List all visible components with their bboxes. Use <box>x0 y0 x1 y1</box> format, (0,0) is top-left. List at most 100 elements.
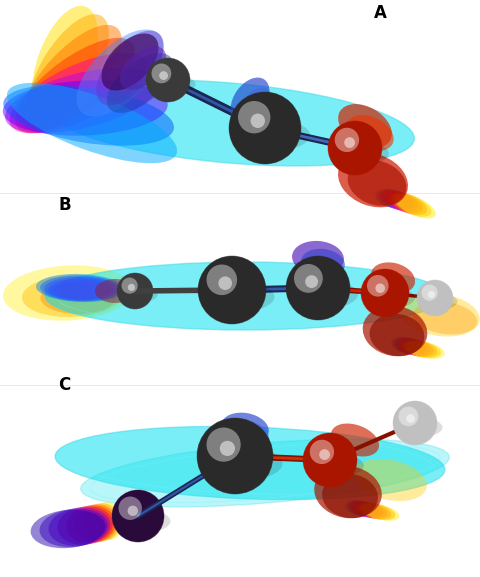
Ellipse shape <box>331 424 379 456</box>
Ellipse shape <box>381 190 414 211</box>
Ellipse shape <box>397 339 430 355</box>
Ellipse shape <box>413 302 477 335</box>
Circle shape <box>119 496 142 520</box>
Ellipse shape <box>314 466 382 518</box>
Text: B: B <box>58 196 71 214</box>
Ellipse shape <box>348 500 375 516</box>
Circle shape <box>406 414 415 423</box>
Circle shape <box>218 276 232 290</box>
Ellipse shape <box>221 413 269 443</box>
Ellipse shape <box>46 80 414 166</box>
Ellipse shape <box>10 53 147 133</box>
Circle shape <box>121 278 138 294</box>
Circle shape <box>197 418 273 494</box>
Ellipse shape <box>347 115 394 151</box>
Ellipse shape <box>7 83 177 163</box>
Ellipse shape <box>118 287 157 303</box>
Circle shape <box>229 92 301 164</box>
Ellipse shape <box>348 160 407 206</box>
Ellipse shape <box>322 474 378 518</box>
Ellipse shape <box>349 501 379 517</box>
Ellipse shape <box>371 263 415 294</box>
Circle shape <box>428 291 435 298</box>
Ellipse shape <box>394 193 436 219</box>
Ellipse shape <box>301 249 345 277</box>
Ellipse shape <box>199 447 283 481</box>
Ellipse shape <box>22 25 121 131</box>
Circle shape <box>238 101 270 133</box>
Ellipse shape <box>231 119 310 151</box>
Circle shape <box>375 283 385 293</box>
Ellipse shape <box>75 504 118 542</box>
Ellipse shape <box>229 421 269 447</box>
Ellipse shape <box>304 454 364 478</box>
Ellipse shape <box>352 501 383 518</box>
Ellipse shape <box>45 262 445 330</box>
Ellipse shape <box>399 339 433 357</box>
Circle shape <box>398 407 418 426</box>
Ellipse shape <box>3 80 168 136</box>
Ellipse shape <box>406 341 444 359</box>
Ellipse shape <box>3 265 133 321</box>
Ellipse shape <box>93 502 123 540</box>
Circle shape <box>112 490 164 542</box>
Circle shape <box>117 273 153 309</box>
Circle shape <box>319 449 330 460</box>
Circle shape <box>344 137 355 148</box>
Ellipse shape <box>375 189 405 208</box>
Ellipse shape <box>393 338 422 354</box>
Ellipse shape <box>107 53 173 113</box>
Circle shape <box>128 284 135 291</box>
Ellipse shape <box>288 280 358 309</box>
Ellipse shape <box>66 505 115 544</box>
Circle shape <box>128 505 138 516</box>
Ellipse shape <box>391 336 419 353</box>
Ellipse shape <box>200 282 275 312</box>
Circle shape <box>393 401 437 445</box>
Circle shape <box>421 284 438 301</box>
Ellipse shape <box>58 507 113 545</box>
Ellipse shape <box>403 340 441 358</box>
Circle shape <box>206 428 240 462</box>
Ellipse shape <box>338 153 408 207</box>
Text: A: A <box>373 4 386 22</box>
Ellipse shape <box>48 508 110 546</box>
Ellipse shape <box>39 509 108 547</box>
Ellipse shape <box>239 88 272 125</box>
Ellipse shape <box>230 77 269 122</box>
Ellipse shape <box>61 283 108 299</box>
Ellipse shape <box>40 275 121 301</box>
Ellipse shape <box>353 459 427 501</box>
Circle shape <box>361 269 409 317</box>
Circle shape <box>294 264 323 293</box>
Circle shape <box>367 275 389 297</box>
Circle shape <box>251 114 265 128</box>
Ellipse shape <box>329 141 389 166</box>
Ellipse shape <box>338 104 392 148</box>
Circle shape <box>328 121 382 175</box>
Ellipse shape <box>378 189 409 209</box>
Ellipse shape <box>120 46 166 90</box>
Ellipse shape <box>370 314 424 356</box>
Circle shape <box>220 441 235 456</box>
Circle shape <box>198 256 266 324</box>
Circle shape <box>310 440 334 464</box>
Circle shape <box>146 58 190 102</box>
Ellipse shape <box>31 510 106 548</box>
Ellipse shape <box>81 439 449 507</box>
Circle shape <box>417 280 453 316</box>
Circle shape <box>206 264 237 295</box>
Ellipse shape <box>360 503 399 520</box>
Ellipse shape <box>84 503 120 541</box>
Ellipse shape <box>418 294 457 310</box>
Ellipse shape <box>292 241 344 275</box>
Ellipse shape <box>36 274 124 302</box>
Ellipse shape <box>101 33 158 91</box>
Circle shape <box>335 128 359 152</box>
Ellipse shape <box>395 338 426 355</box>
Ellipse shape <box>359 503 396 520</box>
Text: C: C <box>58 376 70 394</box>
Ellipse shape <box>386 192 422 213</box>
Circle shape <box>305 275 318 288</box>
Ellipse shape <box>76 29 164 117</box>
